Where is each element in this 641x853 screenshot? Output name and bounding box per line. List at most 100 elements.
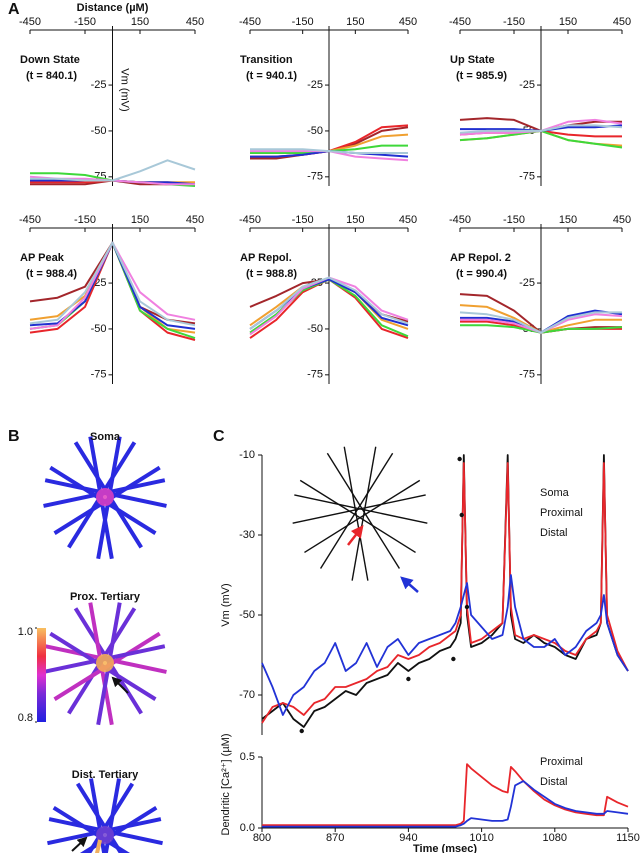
arrow <box>71 836 88 852</box>
y-tick-label: -50 <box>91 323 107 335</box>
y-axis-label: Dendritic [Ca²⁺] (µM) <box>220 734 232 836</box>
x-tick-label: -450 <box>239 214 261 226</box>
y-tick-label: -30 <box>239 529 255 541</box>
x-tick-label: 800 <box>253 832 271 844</box>
x-tick-label: -450 <box>449 16 471 28</box>
legend-entry: Distal <box>540 776 568 788</box>
y-tick-label: -75 <box>91 369 107 381</box>
data-line <box>459 124 623 134</box>
y-tick-label: -75 <box>519 171 535 183</box>
x-tick-label: 150 <box>559 214 577 226</box>
x-axis-label: Distance (µM) <box>77 2 149 14</box>
data-line <box>262 763 629 827</box>
chart-subtitle: (t = 840.1) <box>26 70 77 82</box>
data-line <box>249 276 409 330</box>
y-tick-label: 0.0 <box>240 822 255 834</box>
legend-entry: Proximal <box>540 756 583 768</box>
data-line <box>459 311 622 334</box>
data-line <box>262 780 629 828</box>
dendrite <box>299 479 416 554</box>
colorbar-label: 0.8 <box>18 712 33 724</box>
x-tick-label: 150 <box>559 16 577 28</box>
x-tick-label: 450 <box>399 214 417 226</box>
chart-title: Transition <box>240 54 293 66</box>
chart-title: Down State <box>20 54 80 66</box>
x-tick-label: 940 <box>399 832 417 844</box>
dendrite <box>351 446 377 581</box>
panel-title: Prox. Tertiary <box>70 591 141 603</box>
y-tick-label: -50 <box>239 609 255 621</box>
chart-title: Up State <box>450 54 495 66</box>
x-tick-label: 450 <box>186 214 204 226</box>
data-line <box>261 462 629 724</box>
panel-title: Dist. Tertiary <box>72 769 139 781</box>
legend-entry: Distal <box>540 527 568 539</box>
data-line <box>30 159 196 182</box>
y-axis-label: Vm (mV) <box>220 583 232 626</box>
legend-entry: Proximal <box>540 507 583 519</box>
soma <box>96 488 114 506</box>
dendrite <box>326 452 401 569</box>
chart-subtitle: (t = 940.1) <box>246 70 297 82</box>
x-tick-label: -150 <box>74 214 96 226</box>
x-tick-label: -150 <box>292 214 314 226</box>
y-tick-label: -75 <box>519 369 535 381</box>
x-tick-label: 150 <box>346 16 364 28</box>
legend-entry: Soma <box>540 487 570 499</box>
chart-title: AP Repol. 2 <box>450 252 511 264</box>
chart-subtitle: (t = 988.8) <box>246 268 297 280</box>
y-tick-label: -75 <box>307 369 323 381</box>
x-tick-label: 150 <box>131 214 149 226</box>
sample-point <box>464 604 470 610</box>
x-axis-label: Time (msec) <box>413 843 477 853</box>
y-tick-label: -50 <box>307 125 323 137</box>
sample-point <box>459 512 464 518</box>
y-tick-label: -70 <box>239 689 255 701</box>
x-tick-label: 450 <box>613 16 631 28</box>
highlight-branch <box>95 839 102 853</box>
chart-title: AP Repol. <box>240 252 292 264</box>
data-line <box>29 241 196 327</box>
colorbar <box>37 628 46 722</box>
arrow <box>347 525 364 546</box>
x-tick-label: 870 <box>326 832 344 844</box>
sample-point <box>451 656 456 662</box>
dendrite <box>343 446 369 581</box>
chart-title: AP Peak <box>20 252 65 264</box>
x-tick-label: -150 <box>503 16 525 28</box>
x-tick-label: -450 <box>239 16 261 28</box>
x-tick-label: 150 <box>346 214 364 226</box>
x-tick-label: -150 <box>503 214 525 226</box>
x-tick-label: 1150 <box>616 832 640 844</box>
x-tick-label: 450 <box>399 16 417 28</box>
colorbar-label: 1.0 <box>18 626 33 638</box>
dendrite <box>319 452 394 569</box>
y-tick-label: -25 <box>519 277 535 289</box>
chart-subtitle: (t = 990.4) <box>456 268 507 280</box>
dendrite <box>292 494 426 524</box>
sample-point <box>406 676 411 682</box>
y-tick-label: -50 <box>91 125 107 137</box>
x-tick-label: -450 <box>449 214 471 226</box>
x-tick-label: 450 <box>186 16 204 28</box>
arrow <box>111 676 129 694</box>
panel-label: C <box>213 428 225 445</box>
y-tick-label: -75 <box>307 171 323 183</box>
x-tick-label: -150 <box>74 16 96 28</box>
chart-subtitle: (t = 985.9) <box>456 70 507 82</box>
dendrite <box>304 479 421 554</box>
panel-label: B <box>8 428 20 445</box>
sample-point <box>457 456 462 462</box>
x-tick-label: 150 <box>131 16 149 28</box>
chart-subtitle: (t = 988.4) <box>26 268 77 280</box>
data-line <box>261 454 629 728</box>
data-line <box>250 148 408 154</box>
panel-label: A <box>8 1 20 18</box>
panel-title: Soma <box>90 431 121 443</box>
x-tick-label: 1080 <box>543 832 567 844</box>
y-tick-label: -25 <box>519 79 535 91</box>
sample-point <box>299 728 304 734</box>
y-tick-label: -25 <box>307 79 323 91</box>
data-line <box>261 574 629 716</box>
